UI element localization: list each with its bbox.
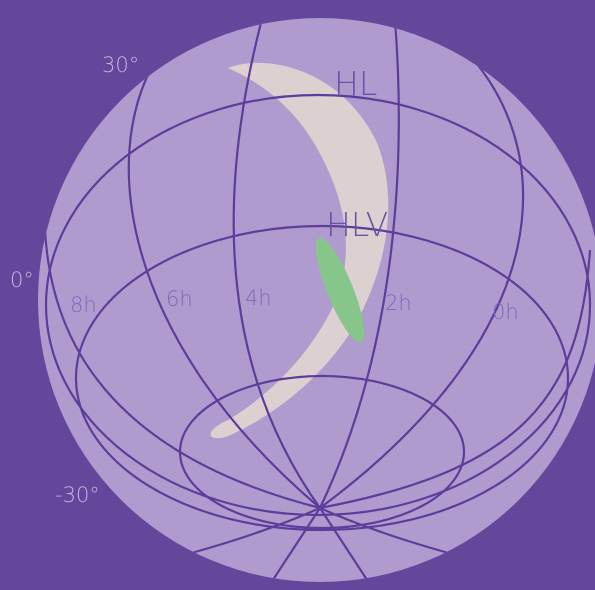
hl-localization-region [210,62,389,439]
hlv-localization-region [315,237,365,343]
meridian-8h [127,39,321,509]
ra-0h-label: 0h [492,300,519,324]
dec-zero-label: 0° [10,268,34,292]
hlv-region-label: HLV [326,205,388,244]
meridian-bottom-right [319,507,376,582]
dec-plus30-label: 30° [102,53,139,77]
ra-2h-label: 2h [385,291,412,315]
parallel-plus30 [44,93,592,517]
meridian-0h [319,44,525,509]
hl-region-label: HL [334,64,377,103]
parallel-zero [74,224,570,532]
meridian-6h [232,18,321,509]
ra-4h-label: 4h [245,286,272,310]
dec-minus30-label: -30° [55,483,100,507]
ra-8h-label: 8h [70,293,97,317]
meridian-2h [319,19,400,509]
meridian-far-right [319,249,592,510]
ra-6h-label: 6h [166,287,193,311]
celestial-sphere [38,18,595,582]
coordinate-grid [43,18,592,582]
meridian-bottom-left [264,507,321,582]
